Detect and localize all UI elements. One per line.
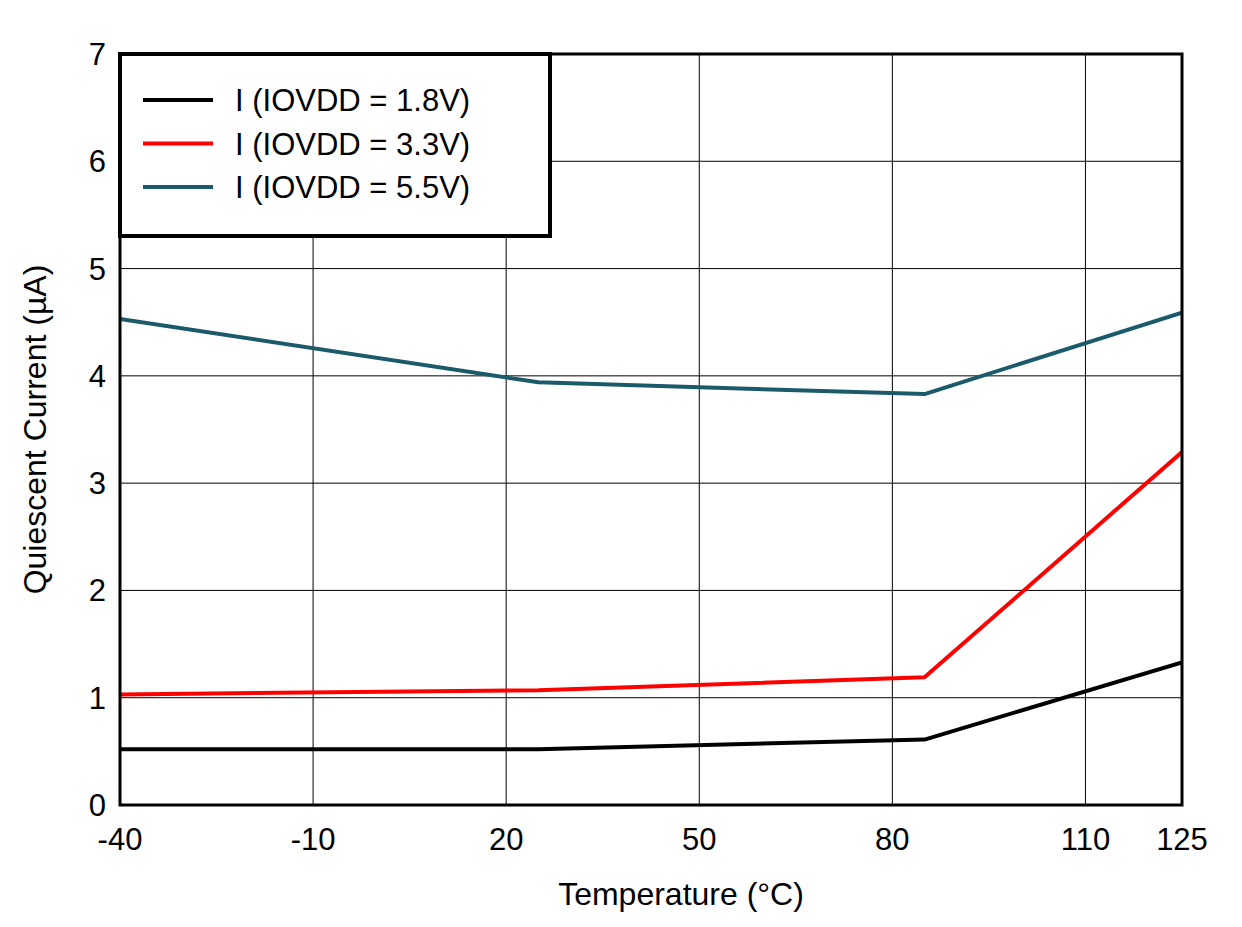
legend-swatch (143, 98, 213, 102)
y-tick-label: 5 (89, 252, 106, 287)
x-grid-line (699, 54, 700, 805)
x-axis-title: Temperature (°C) (558, 876, 804, 912)
y-axis-title: Quiescent Current (µA) (17, 265, 53, 595)
x-tick-label: 50 (682, 822, 716, 857)
y-grid-line (120, 483, 1182, 484)
legend-box (120, 54, 550, 236)
y-tick-label: 0 (89, 788, 106, 823)
legend-label: I (IOVDD = 5.5V) (235, 170, 470, 205)
plot-frame (120, 54, 1182, 805)
x-tick-label: 110 (1061, 822, 1110, 857)
x-tick-label: -10 (291, 822, 336, 857)
chart: 0 1 2 3 4 5 6 7 -40 -10 20 50 80 110 125 I (IOVDD = 1.8… (0, 0, 1242, 927)
grid (120, 54, 1182, 805)
y-tick-label: 7 (89, 37, 106, 72)
x-grid-line (892, 54, 893, 805)
x-tick-label: -40 (98, 822, 143, 857)
y-tick-label: 6 (89, 144, 106, 179)
legend: I (IOVDD = 1.8V) I (IOVDD = 3.3V) I (IOVDD… (120, 54, 550, 236)
x-tick-label: 80 (875, 822, 909, 857)
x-tick-label: 125 (1156, 822, 1208, 857)
y-tick-label: 3 (89, 466, 106, 501)
x-tick-label: 20 (489, 822, 523, 857)
y-grid-line (120, 268, 1182, 269)
series-line (120, 452, 1182, 694)
series-line (120, 662, 1182, 749)
series-group (120, 313, 1182, 750)
y-grid-line (120, 697, 1182, 698)
y-tick-label: 2 (89, 573, 106, 608)
legend-label: I (IOVDD = 1.8V) (235, 83, 470, 118)
y-tick-label: 1 (89, 681, 106, 716)
legend-swatch (143, 142, 213, 146)
legend-swatch (143, 185, 213, 189)
y-grid-line (120, 375, 1182, 376)
legend-label: I (IOVDD = 3.3V) (235, 127, 470, 162)
series-line (120, 313, 1182, 395)
y-tick-label: 4 (89, 359, 106, 394)
